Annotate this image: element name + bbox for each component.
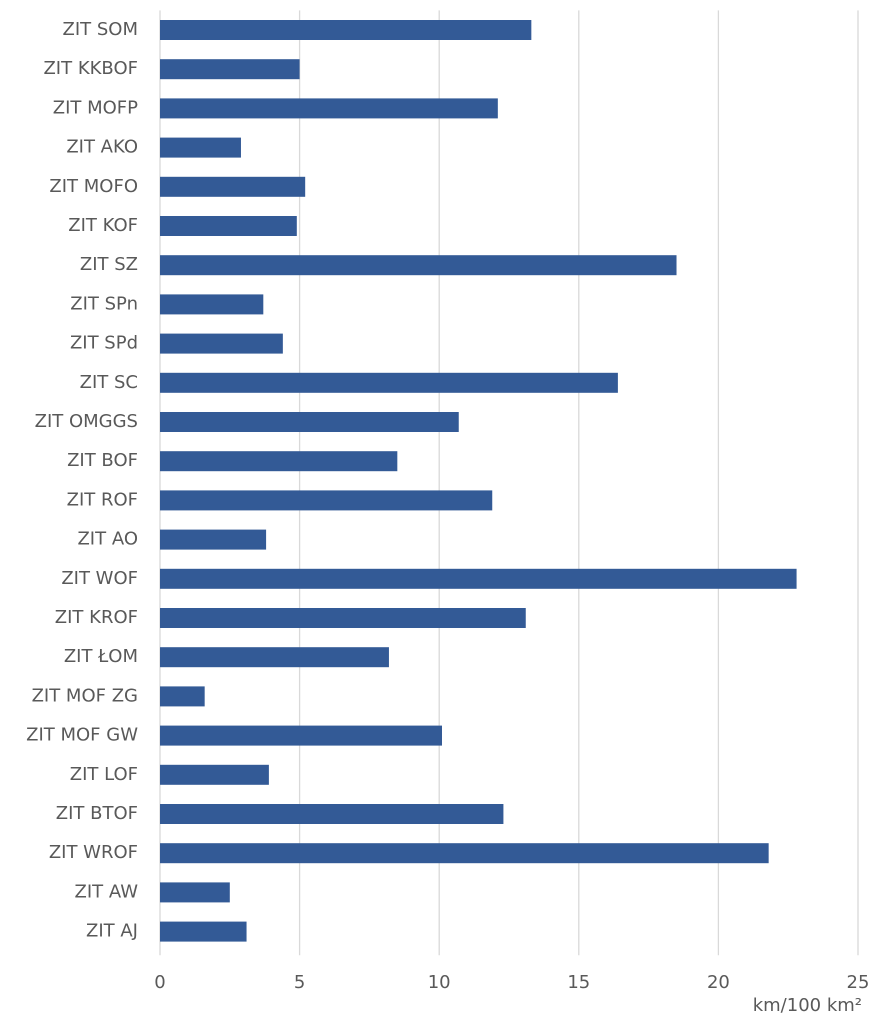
bar bbox=[160, 882, 230, 903]
bar bbox=[160, 686, 205, 707]
bar bbox=[160, 451, 398, 472]
y-tick-label: ZIT SC bbox=[80, 372, 138, 393]
bar bbox=[160, 176, 306, 197]
y-tick-label: ZIT ROF bbox=[67, 489, 138, 510]
y-tick-label: ZIT MOF ZG bbox=[32, 685, 138, 706]
bar bbox=[160, 255, 677, 276]
bar bbox=[160, 333, 283, 354]
bar bbox=[160, 98, 498, 119]
y-tick-label: ZIT AJ bbox=[86, 921, 138, 942]
bar bbox=[160, 294, 264, 315]
y-tick-label: ZIT SPd bbox=[70, 333, 138, 354]
bar bbox=[160, 608, 526, 628]
bar bbox=[160, 647, 389, 668]
x-tick-label: 15 bbox=[567, 972, 590, 993]
y-tick-label: ZIT SZ bbox=[80, 254, 138, 275]
bar bbox=[160, 59, 300, 80]
y-tick-label: ZIT MOFP bbox=[53, 97, 138, 118]
x-tick-label: 25 bbox=[847, 972, 870, 993]
y-tick-label: ZIT AW bbox=[75, 881, 139, 902]
bar bbox=[160, 412, 459, 432]
bar bbox=[160, 20, 532, 40]
bar bbox=[160, 804, 504, 824]
x-tick-label: 0 bbox=[154, 972, 165, 993]
y-tick-label: ZIT KROF bbox=[55, 607, 138, 628]
y-tick-label: ZIT OMGGS bbox=[35, 411, 138, 432]
bar bbox=[160, 490, 493, 511]
bar bbox=[160, 843, 769, 864]
bar bbox=[160, 921, 247, 942]
bar bbox=[160, 764, 269, 785]
bar bbox=[160, 725, 442, 746]
y-tick-label: ZIT MOFO bbox=[49, 176, 138, 197]
y-tick-label: ZIT ŁOM bbox=[64, 646, 138, 667]
y-tick-label: ZIT KKBOF bbox=[43, 58, 138, 79]
bar bbox=[160, 568, 797, 589]
bar bbox=[160, 529, 267, 550]
y-tick-label: ZIT AKO bbox=[66, 137, 138, 158]
bar bbox=[160, 372, 618, 393]
y-tick-label: ZIT MOF GW bbox=[26, 725, 138, 746]
y-tick-label: ZIT WOF bbox=[61, 568, 138, 589]
y-tick-label: ZIT LOF bbox=[70, 764, 138, 785]
y-tick-label: ZIT SPn bbox=[70, 293, 138, 314]
y-tick-label: ZIT KOF bbox=[68, 215, 138, 236]
y-tick-label: ZIT SOM bbox=[63, 19, 138, 40]
y-tick-label: ZIT BOF bbox=[67, 450, 138, 471]
bar bbox=[160, 216, 297, 236]
x-axis-label: km/100 km² bbox=[753, 995, 862, 1016]
x-tick-label: 5 bbox=[294, 972, 305, 993]
x-tick-label: 20 bbox=[707, 972, 730, 993]
x-tick-label: 10 bbox=[428, 972, 451, 993]
y-tick-label: ZIT AO bbox=[77, 529, 138, 550]
bar bbox=[160, 137, 241, 158]
y-tick-label: ZIT BTOF bbox=[56, 803, 138, 824]
y-tick-label: ZIT WROF bbox=[49, 842, 138, 863]
